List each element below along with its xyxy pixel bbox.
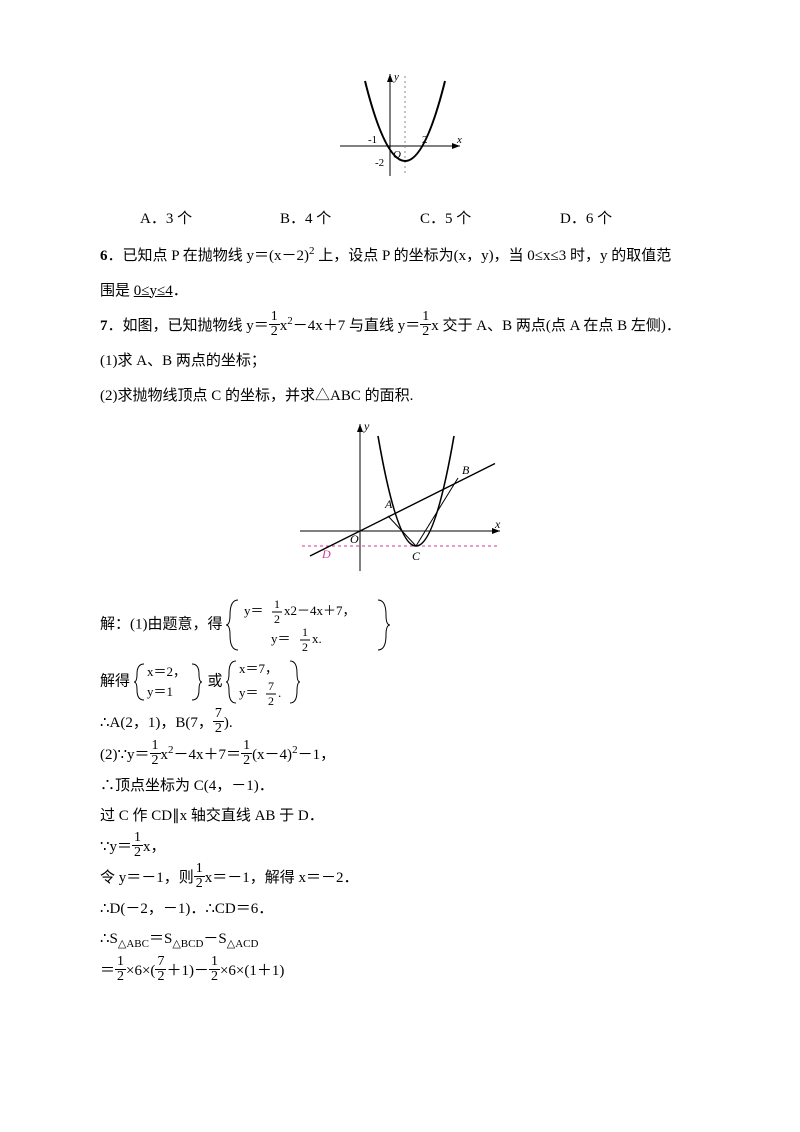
svg-text:1: 1 [302,625,308,639]
svg-text:2: 2 [302,640,308,654]
q7-text: 7．如图，已知抛物线 y＝12x2－4x＋7 与直线 y＝12x 交于 A、B … [100,311,700,341]
q7-figure: x y O A B C D [100,416,700,587]
svg-text:y＝: y＝ [271,631,291,646]
svg-text:x2－4x＋7，: x2－4x＋7， [284,603,356,618]
svg-text:O: O [393,149,401,161]
q5-option-d: D．6 个 [560,205,700,234]
q7-sub1: (1)求 A、B 两点的坐标； [100,347,700,376]
sol-l9: ∴D(－2，－1)．∴CD＝6． [100,895,700,924]
q6-answer: 0≤y≤4 [134,283,173,299]
sol-l7: ∵y＝12x， [100,833,700,862]
svg-text:1: 1 [274,597,280,611]
svg-text:.: . [278,685,281,700]
svg-text:y: y [363,419,370,433]
svg-text:2: 2 [274,612,280,626]
q7-a: ．如图，已知抛物线 y＝ [108,318,269,334]
svg-text:D: D [321,547,331,561]
svg-text:-1: -1 [368,134,377,146]
svg-text:C: C [412,549,421,563]
sol-l3: ∴A(2，1)，B(7，72). [100,709,700,738]
q7-c: －4x＋7 与直线 y＝ [293,318,421,334]
sol-l10: ∴S△ABC＝S△BCD－S△ACD [100,925,700,955]
sol-l2: 解得 x＝2， y＝1 或 x＝7， y＝ 7 2 . [100,657,700,707]
svg-text:O: O [350,532,359,546]
q6-period: ． [173,283,188,299]
svg-text:7: 7 [268,679,274,693]
svg-text:x＝7，: x＝7， [239,661,278,676]
q7-frac1: 12 [269,310,280,339]
svg-text:-2: -2 [375,157,384,169]
brace1-icon: y＝ 1 2 x2－4x＋7， y＝ 1 2 x. [226,595,396,655]
sol-l6: 过 C 作 CD∥x 轴交直线 AB 于 D． [100,802,700,831]
svg-text:x: x [494,517,501,531]
q7-frac2: 12 [420,310,431,339]
q6-text: 6．已知点 P 在抛物线 y＝(x－2)2 上，设点 P 的坐标为(x，y)，当… [100,241,700,271]
q6-text-b: 上，设点 P 的坐标为(x，y)，当 0≤x≤3 时，y 的取值范 [315,248,672,264]
q7-sub2: (2)求抛物线顶点 C 的坐标，并求△ABC 的面积. [100,382,700,411]
sol-l5: ∴顶点坐标为 C(4，－1)． [100,772,700,801]
svg-text:2: 2 [422,134,428,146]
brace2a-icon: x＝2， y＝1 [134,660,204,704]
q5-option-a: A．3 个 [140,205,280,234]
svg-text:B: B [462,463,470,477]
svg-text:y: y [393,71,399,83]
q5-options: A．3 个 B．4 个 C．5 个 D．6 个 [100,205,700,234]
svg-text:x: x [456,134,462,146]
q5-option-c: C．5 个 [420,205,560,234]
sol-l8: 令 y＝－1，则12x＝－1，解得 x＝－2． [100,864,700,893]
sol-l4: (2)∵y＝12x2－4x＋7＝12(x－4)2－1， [100,740,700,770]
q6-number: 6 [100,248,108,264]
sol-l11: ＝12×6×(72＋1)－12×6×(1＋1) [100,957,700,986]
q5-figure: x y O -1 2 -2 [100,66,700,197]
svg-text:y＝1: y＝1 [147,684,173,699]
svg-text:y＝: y＝ [239,685,259,700]
svg-text:y＝: y＝ [244,603,264,618]
svg-text:x＝2，: x＝2， [147,664,186,679]
svg-text:A: A [384,497,393,511]
q7-number: 7 [100,318,108,334]
brace2b-icon: x＝7， y＝ 7 2 . [226,657,306,707]
svg-text:x.: x. [312,631,322,646]
q6-text-c: 围是 [100,283,134,299]
q5-option-b: B．4 个 [280,205,420,234]
q6-text2: 围是 0≤y≤4． [100,277,700,306]
svg-text:2: 2 [268,694,274,707]
q6-text-a: ．已知点 P 在抛物线 y＝(x－2) [108,248,310,264]
q7-d: x 交于 A、B 两点(点 A 在点 B 左侧)． [431,318,681,334]
sol-l1: 解：(1)由题意，得 y＝ 1 2 x2－4x＋7， y＝ 1 2 x. [100,595,700,655]
